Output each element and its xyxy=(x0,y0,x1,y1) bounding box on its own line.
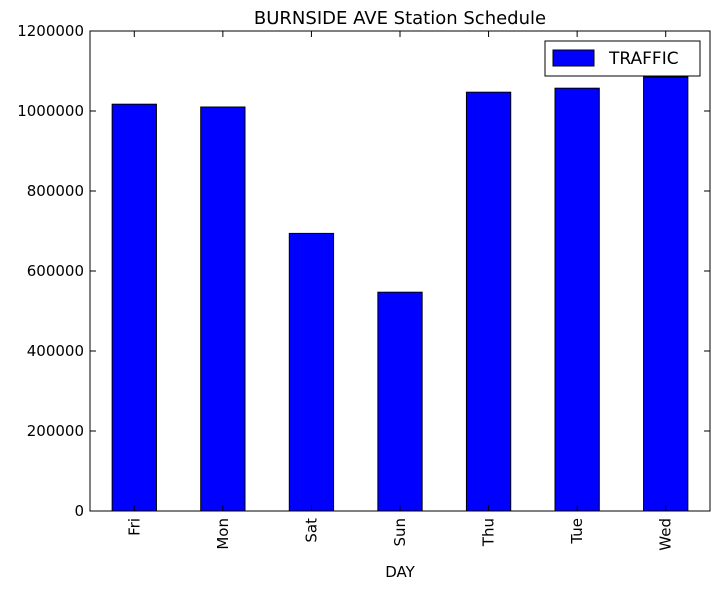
x-tick-label: Sun xyxy=(391,518,409,547)
y-tick-label: 1200000 xyxy=(17,22,84,40)
x-axis-label: DAY xyxy=(385,563,415,581)
legend: TRAFFIC xyxy=(544,40,701,77)
bar-sat xyxy=(288,232,335,512)
y-axis: 0 200000 400000 600000 800000 1000000 1200000 xyxy=(17,22,710,520)
x-tick-label: Mon xyxy=(214,518,232,550)
bar-wed xyxy=(643,76,689,512)
x-tick-label: Wed xyxy=(657,518,675,551)
x-tick-label: Sat xyxy=(302,518,320,543)
y-tick-label: 0 xyxy=(74,502,84,520)
y-tick-label: 800000 xyxy=(27,182,84,200)
x-tick-label: Tue xyxy=(568,518,586,545)
y-tick-label: 200000 xyxy=(27,422,84,440)
x-tick-label: Thu xyxy=(480,518,498,547)
bar-fri xyxy=(111,103,157,512)
y-tick-label: 400000 xyxy=(27,342,84,360)
y-tick-label: 1000000 xyxy=(17,102,84,120)
x-tick-label: Fri xyxy=(125,518,143,536)
bars-group xyxy=(111,76,689,512)
y-tick-label: 600000 xyxy=(27,262,84,280)
legend-swatch xyxy=(552,49,595,67)
bar-thu xyxy=(465,91,512,512)
bar-mon xyxy=(200,106,246,512)
bar-tue xyxy=(554,87,600,512)
chart-title: BURNSIDE AVE Station Schedule xyxy=(254,8,546,29)
bar-sun xyxy=(377,291,423,512)
legend-label: TRAFFIC xyxy=(608,49,679,69)
x-axis: Fri Mon Sat Sun Thu Tue Wed xyxy=(125,31,675,551)
